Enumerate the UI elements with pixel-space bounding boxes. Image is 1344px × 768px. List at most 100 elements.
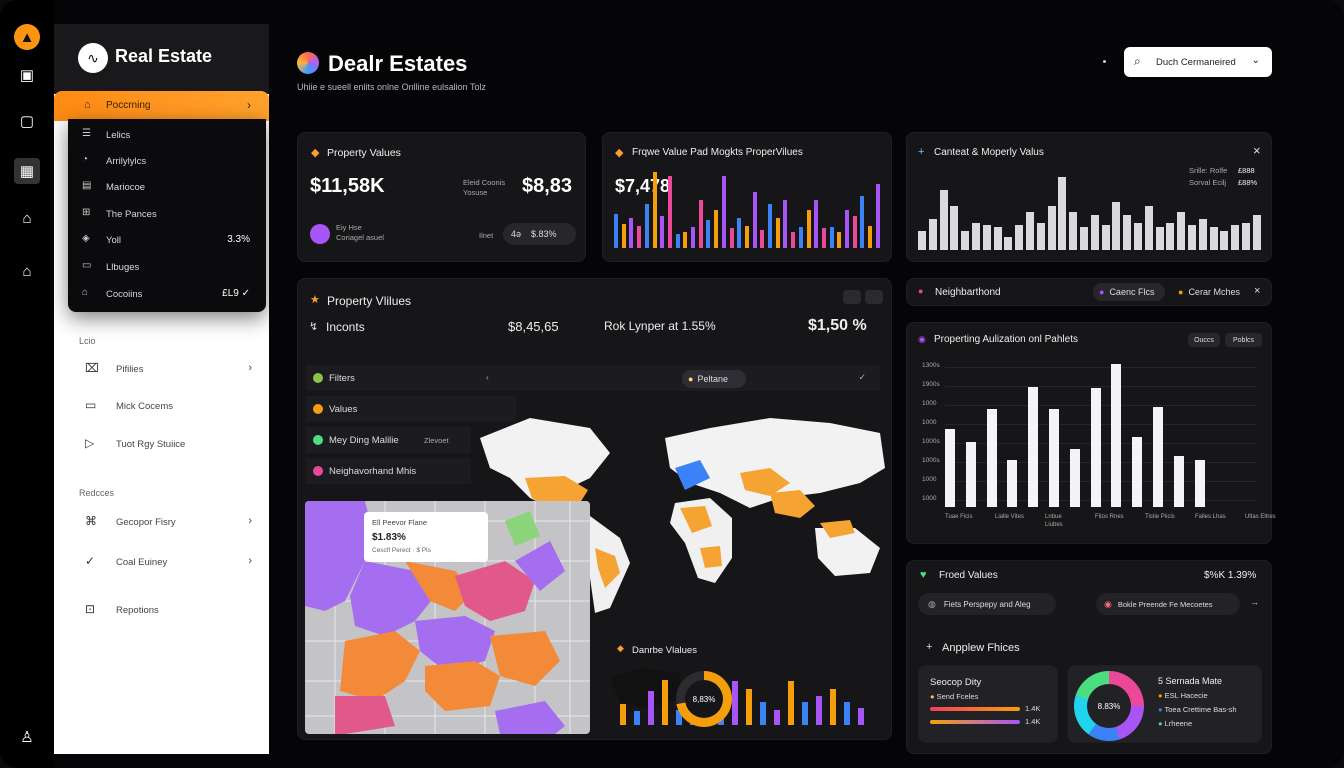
sidebar-item-label: Tuot Rgy Stuiice xyxy=(116,439,186,450)
donut-chart: 8.83% xyxy=(1074,671,1144,741)
sidebar-item-gecopor[interactable]: ⌘ Gecopor Fisry › xyxy=(82,512,262,534)
city-map-regions xyxy=(305,501,590,734)
sidebar-item-coal-euiney[interactable]: ✓ Coal Euiney › xyxy=(82,552,262,574)
trend-pill[interactable]: ◍ Fiets Perspepy and Aleg xyxy=(918,593,1056,615)
bar xyxy=(875,184,880,248)
bar xyxy=(1036,223,1045,250)
dot-icon xyxy=(1103,60,1106,63)
bar xyxy=(634,711,640,725)
filter-pill[interactable]: ● Peltane xyxy=(682,370,746,388)
card-title: Property Values xyxy=(327,147,401,159)
sidebar-item-mick-cocems[interactable]: ▭ Mick Cocems xyxy=(82,396,262,418)
bar xyxy=(1090,215,1099,250)
dropdown-item[interactable]: ☰ Lelics xyxy=(68,124,266,146)
progress-bar xyxy=(930,720,1020,724)
box-icon: ▤ xyxy=(82,180,92,191)
home-icon[interactable]: ⌂ xyxy=(22,209,32,227)
neighborhood-label: Neighbarthond xyxy=(935,287,1001,298)
bar xyxy=(746,689,752,725)
filter-row[interactable]: Filters ‹ ● Peltane ✓ xyxy=(306,365,880,391)
legend-text: ESL Hacecie xyxy=(1164,691,1208,700)
dot-icon xyxy=(313,373,323,383)
neighborhood-pill[interactable]: ● Caenc Flcs xyxy=(1093,283,1165,301)
sidebar-item-pifilies[interactable]: ⌧ Pifilies › xyxy=(82,359,262,381)
card-pill[interactable]: 4ə $.83% xyxy=(503,223,576,245)
bar xyxy=(1015,225,1024,250)
search-dropdown[interactable]: ⌕ Duch Cermaneired ⌄ xyxy=(1124,47,1272,77)
person-icon[interactable]: ♙ xyxy=(20,729,34,746)
filter-row[interactable]: Neighavorhand Mhis xyxy=(306,458,471,484)
list-icon: ☰ xyxy=(82,128,91,139)
bar xyxy=(683,232,688,248)
arrow-icon: ↯ xyxy=(309,321,319,333)
panel-button[interactable] xyxy=(843,290,861,304)
legend-label: Srille: Rolfe xyxy=(1189,166,1228,175)
sidebar-item-tuot-rgy[interactable]: ▷ Tuot Rgy Stuiice xyxy=(82,434,262,456)
neighborhood-bar xyxy=(906,278,1272,306)
close-icon[interactable]: × xyxy=(1254,285,1261,297)
chart-button[interactable]: Ouccs xyxy=(1188,333,1220,347)
bar xyxy=(1153,407,1163,507)
bar xyxy=(993,227,1002,250)
sidebar: ∿ Real Estate ⌂ Poccrning › ☰ Lelics ◔ Arr… xyxy=(54,24,269,754)
bar xyxy=(768,204,772,248)
filter-row[interactable]: Mey Ding Malilie Zlevoet xyxy=(306,427,471,453)
bar xyxy=(868,226,873,248)
sidebar-item-label: Poccrning xyxy=(106,100,151,111)
filter-label: Values xyxy=(329,404,358,415)
x-tick-label: Fitos Rnes xyxy=(1095,514,1124,520)
row-value: $1,50 % xyxy=(808,317,867,334)
sidebar-item-repotions[interactable]: ⊡ Repotions xyxy=(82,600,262,622)
activity-logo-icon: ∿ xyxy=(78,43,108,73)
user-card-icon[interactable]: ▣ xyxy=(19,67,35,84)
bar xyxy=(1134,223,1142,250)
donut-center-label: 8,83% xyxy=(685,680,723,718)
legend-value: £888 xyxy=(1238,166,1255,175)
dropdown-item[interactable]: ▭ Llbuges xyxy=(68,256,266,278)
dropdown-item-label: The Pances xyxy=(106,209,157,220)
bar-chart xyxy=(620,680,870,725)
filter-row[interactable]: Values xyxy=(306,396,516,422)
close-icon[interactable]: × xyxy=(1253,143,1261,158)
bar xyxy=(1173,456,1184,507)
logo-icon[interactable]: ▲ xyxy=(14,24,40,50)
icon-rail: ▲ ▣ ▢ ▦ ⌂ ⌂ ♙ xyxy=(0,0,54,768)
sidebar-item-active[interactable]: ⌂ Poccrning › xyxy=(54,91,269,121)
legend-item: ● Toea Crettime Bas-sh xyxy=(1158,705,1237,715)
bar xyxy=(829,227,834,248)
plus-icon: + xyxy=(926,641,933,653)
bar xyxy=(714,210,719,248)
arrow-right-icon[interactable]: → xyxy=(1250,597,1259,607)
subcard-label-text: Send Fceles xyxy=(936,692,979,701)
trend-pill[interactable]: ◉ Bokle Preende Fe Mecoetes xyxy=(1096,593,1240,615)
dot-icon: ● xyxy=(688,374,694,384)
neighborhood-pill[interactable]: ● Cerar Mches xyxy=(1172,283,1250,301)
dropdown-item[interactable]: ◈ Yoll 3.3% xyxy=(68,229,266,251)
calendar-icon[interactable]: ▦ xyxy=(14,158,40,184)
grid-line xyxy=(945,386,1257,387)
panel-button[interactable] xyxy=(865,290,883,304)
card-title: Froed Values xyxy=(939,570,998,581)
tablet-icon[interactable]: ▢ xyxy=(19,113,35,130)
legend-value: £88% xyxy=(1238,178,1258,187)
bar xyxy=(774,710,780,725)
dropdown-item[interactable]: ◔ Arrilylylcs xyxy=(68,150,266,172)
bar xyxy=(1047,206,1056,250)
card-value: $11,58K xyxy=(310,175,385,197)
bar xyxy=(675,234,680,248)
window-icon: ▭ xyxy=(85,398,97,412)
bar xyxy=(928,219,937,250)
filter-label: Mey Ding Malilie xyxy=(329,435,399,446)
dropdown-item[interactable]: ▤ Mariocoe xyxy=(68,176,266,198)
dropdown-item[interactable]: ⌂ Cocoiins £L9 ✓ xyxy=(68,283,266,305)
bar xyxy=(644,204,649,248)
house-signal-icon[interactable]: ⌂ xyxy=(22,262,32,280)
city-map[interactable] xyxy=(305,501,590,734)
bar xyxy=(1242,223,1250,250)
chart-button[interactable]: Poblcs xyxy=(1225,333,1262,347)
network-icon: ⌘ xyxy=(85,514,97,528)
panel-title: Property Vlilues xyxy=(327,294,412,308)
dot-icon: ● xyxy=(1158,691,1163,700)
dropdown-item[interactable]: ⊞ The Pances xyxy=(68,203,266,225)
